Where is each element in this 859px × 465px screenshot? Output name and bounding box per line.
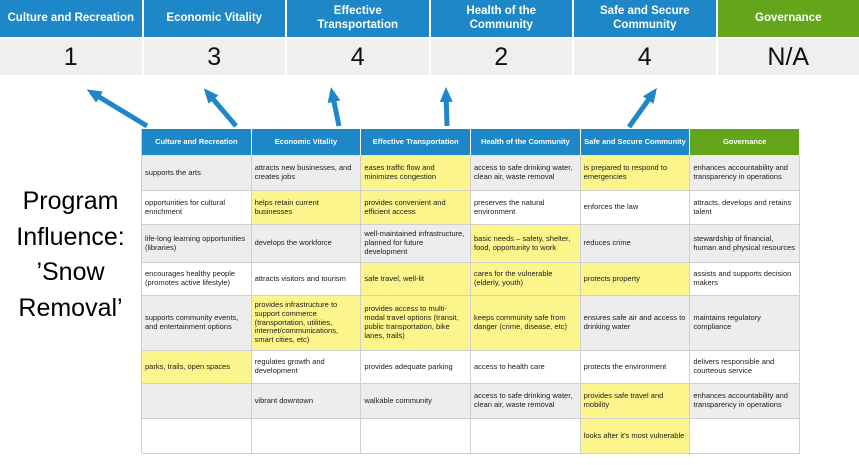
scoreboard: Culture and Recreation Economic Vitality… xyxy=(0,0,859,75)
matrix-cell: basic needs – safety, shelter, food, opp… xyxy=(470,225,581,263)
matrix-cell: provides access to multi-modal travel op… xyxy=(361,296,471,351)
arrow-icon-transportation xyxy=(327,87,342,127)
matrix-cell: supports the arts xyxy=(142,156,252,191)
influence-matrix: Culture and Recreation Economic Vitality E… xyxy=(141,128,800,454)
matrix-cell: cares for the vulnerable (elderly, youth… xyxy=(470,263,581,296)
matrix-cell: access to safe drinking water, clean air… xyxy=(470,156,581,191)
scoreboard-headers: Culture and Recreation Economic Vitality… xyxy=(0,0,859,39)
matrix-cell: provides convenient and efficient access xyxy=(361,191,471,225)
matrix-cell: helps retain current businesses xyxy=(251,191,362,225)
score-value-culture-and-recreation: 1 xyxy=(0,39,142,75)
matrix-cell: regulates growth and development xyxy=(251,351,362,384)
matrix-cell: preserves the natural environment xyxy=(470,191,581,225)
arrow-icon-culture xyxy=(86,89,149,129)
matrix-cell: attracts visitors and tourism xyxy=(251,263,362,296)
matrix-cell: develops the workforce xyxy=(251,225,362,263)
matrix-cell: life-long learning opportunities (librar… xyxy=(142,225,252,263)
matrix-cell: opportunities for cultural enrichment xyxy=(142,191,252,225)
matrix-cell xyxy=(470,419,581,454)
arrow-icon-health xyxy=(439,87,453,127)
matrix-cell: walkable community xyxy=(361,384,471,419)
arrow-icon-economic xyxy=(203,88,238,128)
matrix-cell: enforces the law xyxy=(580,191,691,225)
score-value-effective-transportation: 4 xyxy=(287,39,429,75)
program-label-line: Removal’ xyxy=(18,293,123,322)
matrix-cell: ensures safe air and access to drinking … xyxy=(580,296,691,351)
matrix-cell: protects property xyxy=(580,263,691,296)
matrix-header-health-of-the-community: Health of the Community xyxy=(470,129,581,156)
matrix-cell: protects the environment xyxy=(580,351,691,384)
matrix-header-economic-vitality: Economic Vitality xyxy=(251,129,362,156)
matrix-cell: enhances accountability and transparency… xyxy=(690,384,800,419)
matrix-cell xyxy=(142,384,252,419)
score-header-effective-transportation: Effective Transportation xyxy=(287,0,429,37)
matrix-cell: access to health care xyxy=(470,351,581,384)
matrix-cell: access to safe drinking water, clean air… xyxy=(470,384,581,419)
matrix-cell: enhances accountability and transparency… xyxy=(690,156,800,191)
matrix-cell: well-maintained infrastructure, planned … xyxy=(361,225,471,263)
scoreboard-values: 1 3 4 2 4 N/A xyxy=(0,39,859,75)
matrix-cell: reduces crime xyxy=(580,225,691,263)
program-label-line: ’Snow xyxy=(36,258,105,286)
matrix-cell: keeps community safe from danger (crime,… xyxy=(470,296,581,351)
score-value-governance: N/A xyxy=(717,39,859,75)
arrow-icon-safe xyxy=(626,87,657,129)
score-value-safe-and-secure-community: 4 xyxy=(574,39,716,75)
matrix-cell: delivers responsible and courteous servi… xyxy=(690,351,800,384)
score-header-safe-and-secure-community: Safe and Secure Community xyxy=(574,0,716,37)
score-header-governance: Governance xyxy=(717,0,859,37)
program-influence-label: Program Influence: ’Snow Removal’ xyxy=(0,184,141,326)
matrix-cell xyxy=(361,419,471,454)
matrix-header-effective-transportation: Effective Transportation xyxy=(361,129,471,156)
matrix-header-safe-and-secure-community: Safe and Secure Community xyxy=(580,129,691,156)
program-label-line: Influence: xyxy=(16,222,125,251)
matrix-cell: vibrant downtown xyxy=(251,384,362,419)
matrix-cell: provides adequate parking xyxy=(361,351,471,384)
matrix-cell: parks, trails, open spaces xyxy=(142,351,252,384)
matrix-header-culture-and-recreation: Culture and Recreation xyxy=(142,129,252,156)
matrix-cell: supports community events, and entertain… xyxy=(142,296,252,351)
score-value-health-of-the-community: 2 xyxy=(430,39,572,75)
matrix-cell: encourages healthy people (promotes acti… xyxy=(142,263,252,296)
matrix-cell: looks after it's most vulnerable xyxy=(580,419,691,454)
matrix-cell: assists and supports decision makers xyxy=(690,263,800,296)
matrix-cell: is prepared to respond to emergencies xyxy=(580,156,691,191)
matrix-cell xyxy=(690,419,800,454)
matrix-cell: stewardship of financial, human and phys… xyxy=(690,225,800,263)
matrix-cell: attracts, develops and retains talent xyxy=(690,191,800,225)
matrix-cell: maintains regulatory compliance xyxy=(690,296,800,351)
program-label-line: Program xyxy=(22,187,119,215)
score-header-health-of-the-community: Health of the Community xyxy=(430,0,572,37)
matrix-cell: safe travel, well-lit xyxy=(361,263,471,296)
score-header-culture-and-recreation: Culture and Recreation xyxy=(0,0,142,37)
matrix-cell: eases traffic flow and minimizes congest… xyxy=(361,156,471,191)
score-value-economic-vitality: 3 xyxy=(143,39,285,75)
matrix-cell: provides safe travel and mobility xyxy=(580,384,691,419)
matrix-cell: provides infrastructure to support comme… xyxy=(251,296,362,351)
score-header-economic-vitality: Economic Vitality xyxy=(143,0,285,37)
matrix-cell: attracts new businesses, and creates job… xyxy=(251,156,362,191)
matrix-cell xyxy=(142,419,252,454)
matrix-header-governance: Governance xyxy=(690,129,800,156)
matrix-cell xyxy=(251,419,362,454)
